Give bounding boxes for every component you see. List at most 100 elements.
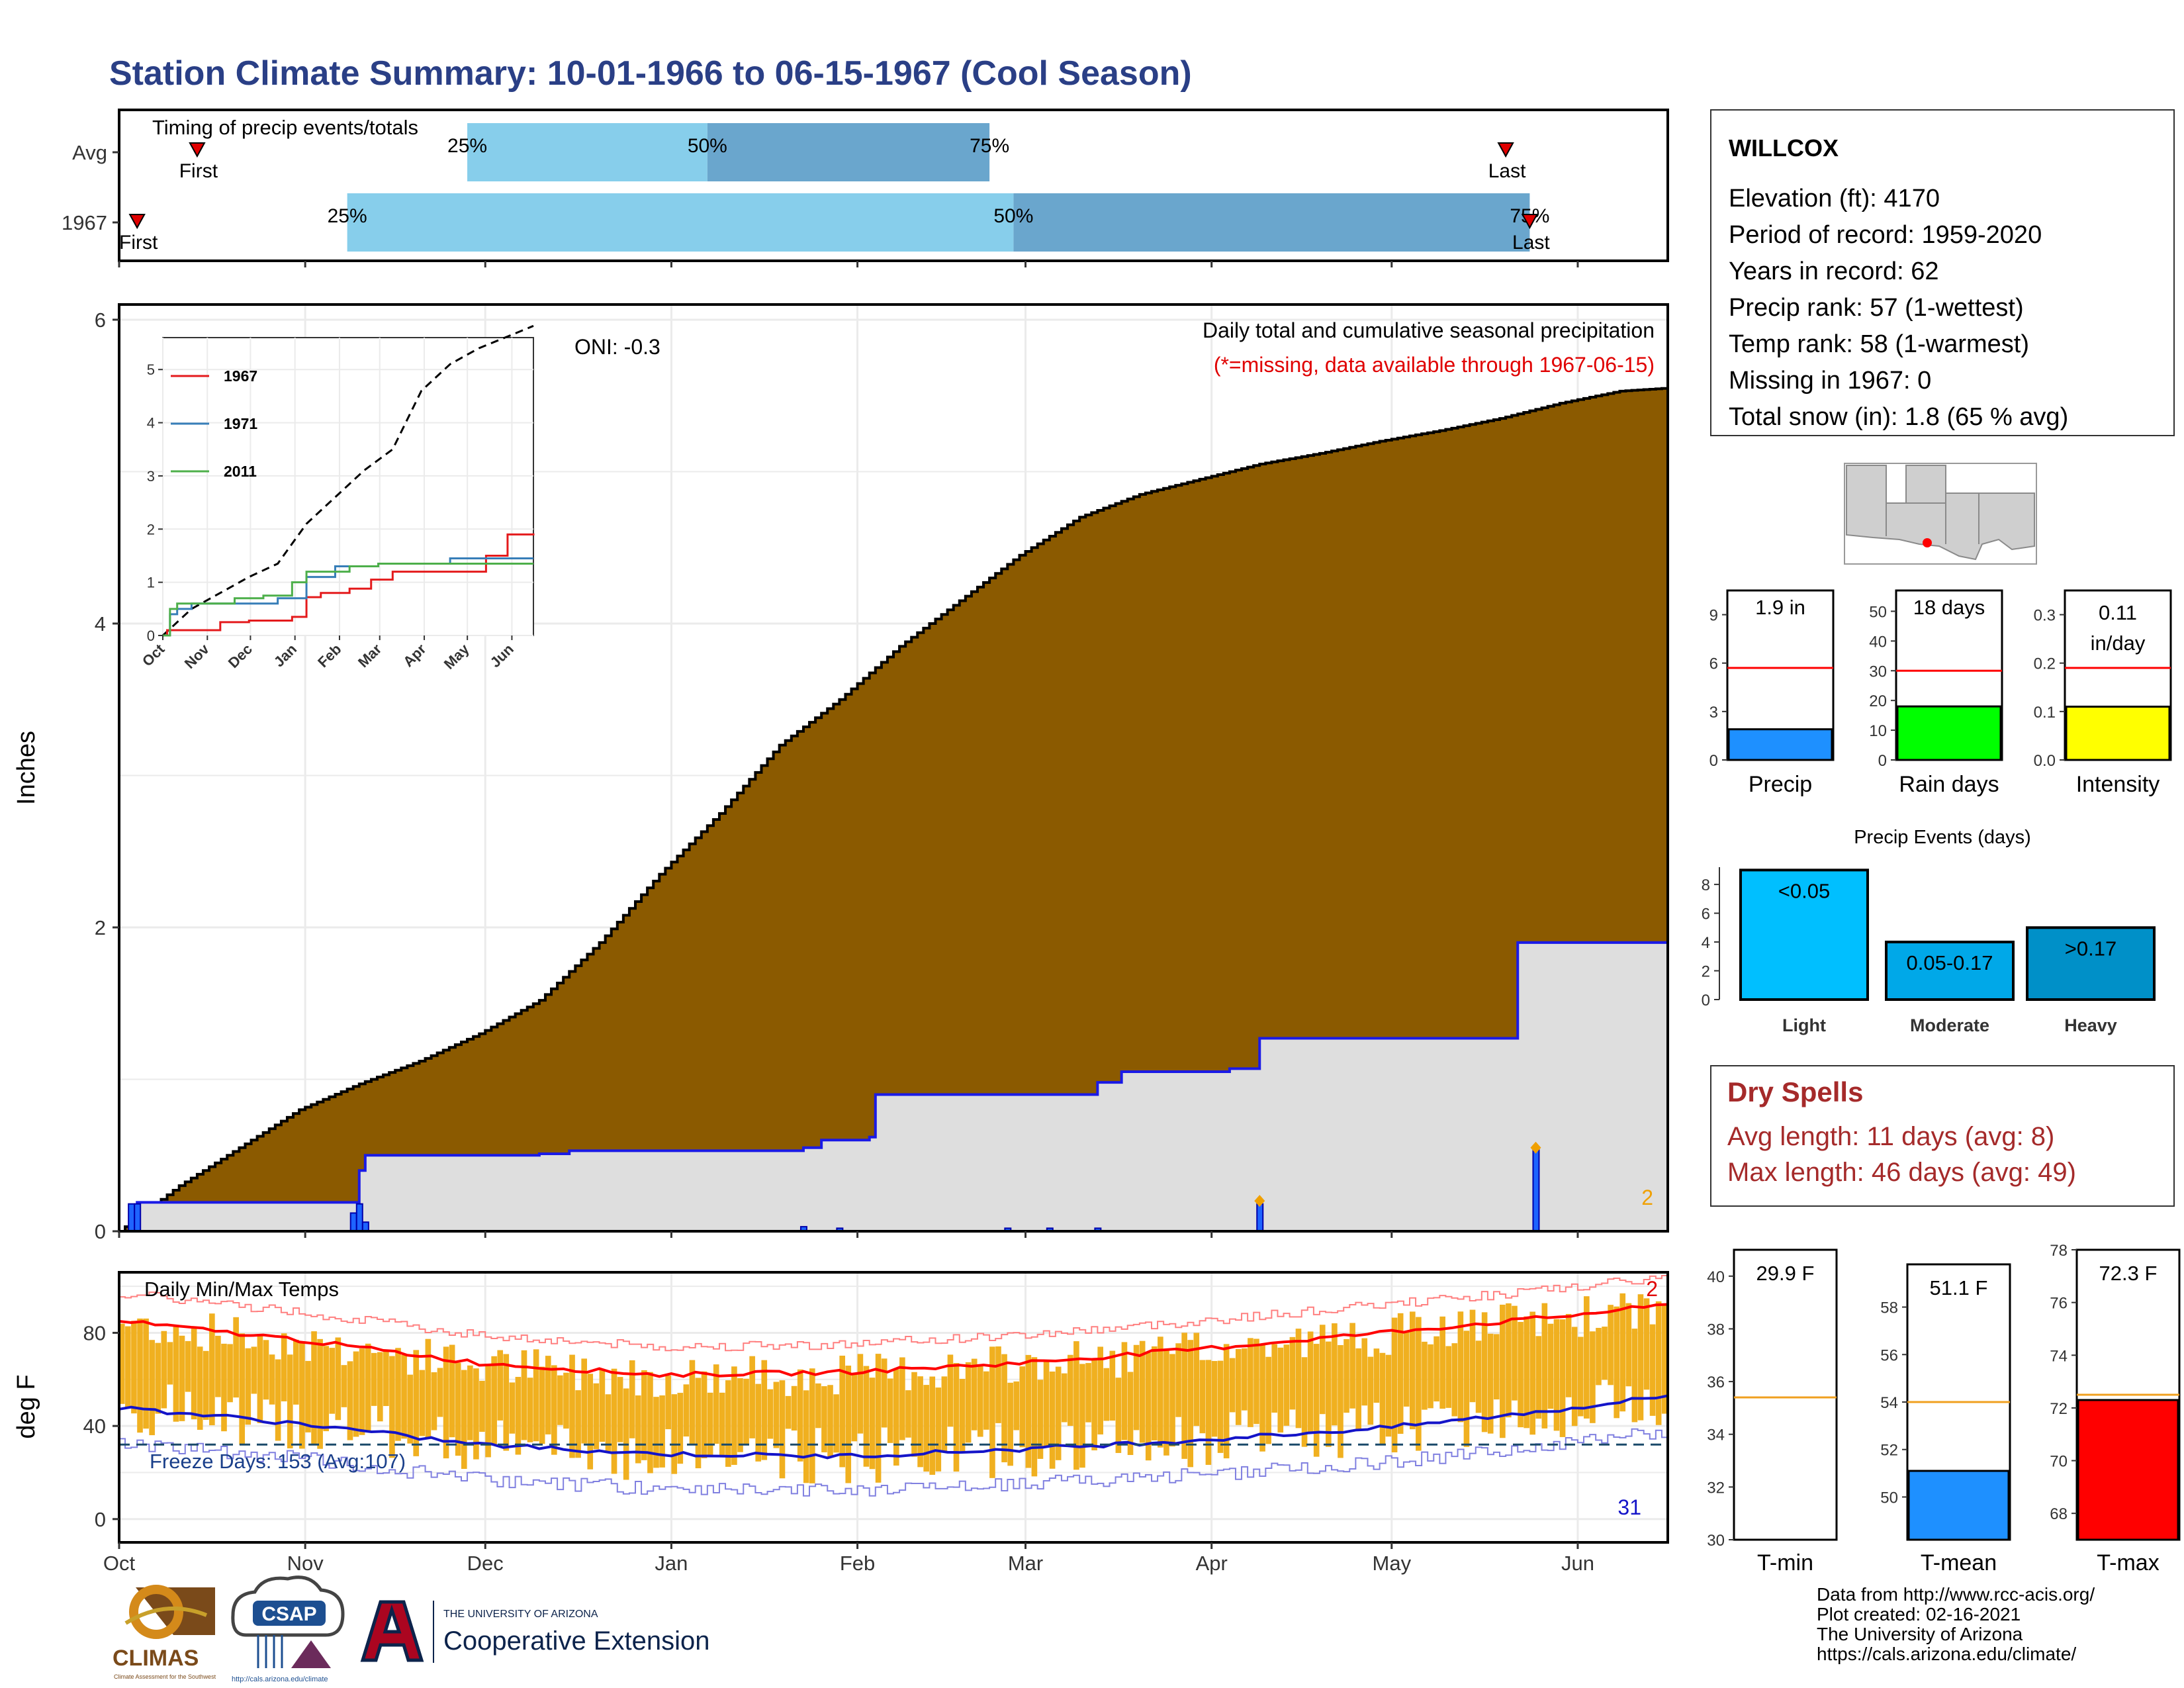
daily-temp-bar — [1422, 1341, 1428, 1410]
daily-temp-bar — [1518, 1321, 1524, 1428]
ua-a-icon — [360, 1600, 424, 1662]
daily-temp-bar — [419, 1370, 426, 1436]
temp-bar-value-label: 29.9 F — [1756, 1262, 1815, 1285]
daily-temp-bar — [737, 1378, 743, 1452]
daily-temp-bar — [725, 1380, 731, 1467]
daily-temp-bar — [1205, 1360, 1212, 1465]
daily-temp-bar — [971, 1358, 978, 1430]
temp-panel-frame — [118, 1271, 1669, 1544]
logos: CLIMAS Climate Assessment for the Southw… — [113, 1575, 709, 1683]
daily-temp-bar — [323, 1346, 329, 1432]
daily-temp-bar — [611, 1368, 617, 1474]
daily-temp-bar — [1277, 1347, 1284, 1433]
precip-y-tick-label: 4 — [95, 612, 106, 635]
daily-temp-bar — [1469, 1309, 1476, 1403]
daily-temp-bar — [1535, 1336, 1542, 1419]
temp-bar-tick-label: 54 — [1880, 1394, 1898, 1412]
daily-temp-bar — [473, 1368, 479, 1460]
credit-line-2: Plot created: 02-16-2021 — [1817, 1604, 2021, 1624]
daily-temp-bar — [665, 1376, 671, 1430]
daily-temp-bar — [1343, 1338, 1349, 1413]
daily-temp-bar — [197, 1346, 203, 1430]
daily-temp-bar — [1506, 1303, 1512, 1418]
temp-bar-t-max — [2077, 1399, 2179, 1541]
daily-temp-bar — [1061, 1373, 1068, 1423]
daily-temp-bar — [1565, 1313, 1572, 1397]
daily-temp-bar — [335, 1337, 341, 1421]
daily-temp-bar — [653, 1397, 659, 1468]
daily-temp-bar — [689, 1360, 696, 1445]
csap-badge — [253, 1601, 326, 1626]
temp-bar-category-label: T-min — [1757, 1550, 1813, 1575]
daily-temp-bar — [683, 1384, 690, 1437]
daily-temp-bar — [1169, 1354, 1175, 1447]
daily-temp-bar — [767, 1389, 774, 1439]
inset-y-tick-label: 4 — [147, 415, 155, 432]
daily-temp-bar — [623, 1388, 629, 1480]
daily-temp-bar — [1187, 1340, 1194, 1468]
ua-line-2: Cooperative Extension — [443, 1626, 709, 1656]
daily-temp-bar — [1614, 1306, 1619, 1419]
csap-mountain-icon — [291, 1640, 331, 1668]
daily-precip-bar — [134, 1203, 142, 1232]
precip-event-bar-label: <0.05 — [1778, 879, 1830, 902]
daily-temp-bar — [293, 1339, 299, 1405]
month-tick-label: Oct — [103, 1552, 136, 1575]
credit-line-1: Data from http://www.rcc-acis.org/ — [1817, 1584, 2095, 1605]
daily-temp-bar — [923, 1385, 929, 1472]
temp-bar-t-mean — [1907, 1470, 2010, 1541]
mini-bar-value-label: in/day — [2091, 632, 2146, 655]
missing-note: (*=missing, data available through 1967-… — [1214, 353, 1655, 377]
inset-series-1967 — [163, 533, 535, 637]
daily-temp-bar — [1475, 1340, 1482, 1413]
daily-temp-bar — [1397, 1313, 1404, 1434]
daily-temp-bar — [1439, 1316, 1445, 1409]
daily-temp-bar — [515, 1377, 522, 1455]
daily-temp-bar — [509, 1382, 516, 1434]
daily-temp-bar — [1410, 1311, 1416, 1430]
temp-y-axis: 0 40 80 — [83, 1321, 119, 1531]
daily-temp-bar — [893, 1369, 899, 1466]
daily-temp-bar — [581, 1358, 587, 1444]
observed-cumulative-area — [119, 939, 1669, 1233]
daily-temp-bar — [1355, 1348, 1361, 1430]
daily-temp-bar — [149, 1340, 155, 1436]
daily-temp-bar — [1271, 1344, 1278, 1413]
dry-spells-max: Max length: 46 days (avg: 49) — [1727, 1158, 2076, 1187]
daily-temp-bar — [371, 1352, 377, 1406]
daily-temp-bar — [161, 1331, 167, 1409]
station-info-line: Years in record: 62 — [1729, 258, 1939, 285]
month-tick-label: May — [1373, 1552, 1412, 1575]
daily-temp-bar — [329, 1348, 336, 1414]
timing-p50-label: 50% — [688, 135, 727, 157]
daily-temp-bar — [221, 1343, 227, 1432]
precip-events-tick-label: 0 — [1702, 992, 1710, 1009]
daily-temp-bar — [1265, 1356, 1271, 1444]
daily-temp-bar — [203, 1350, 209, 1420]
temp-bar-frame — [1733, 1248, 1838, 1541]
daily-temp-bar — [545, 1356, 551, 1434]
temp-bar-tick-label: 68 — [2050, 1505, 2068, 1523]
daily-temp-bar — [1043, 1361, 1050, 1448]
daily-temp-bar — [485, 1364, 491, 1458]
daily-temp-bar — [533, 1349, 539, 1442]
oni-label: ONI: -0.3 — [574, 335, 660, 359]
precip-area — [119, 387, 1669, 1233]
mini-bar-value-label: 1.9 in — [1755, 596, 1805, 619]
daily-temp-bar — [827, 1385, 833, 1458]
daily-temp-bar — [749, 1356, 755, 1438]
daily-temp-bar — [275, 1359, 281, 1441]
daily-precip-bar — [128, 1203, 136, 1232]
precip-events-tick-label: 8 — [1702, 876, 1710, 894]
daily-temp-bar — [1481, 1312, 1488, 1432]
dry-spells-title: Dry Spells — [1727, 1076, 1863, 1107]
daily-temp-bar — [167, 1342, 173, 1385]
timing-row-label: Avg — [72, 141, 107, 164]
timing-p25-label: 25% — [328, 205, 367, 227]
daily-temp-bar — [467, 1365, 473, 1440]
daily-temp-bar — [1068, 1354, 1073, 1426]
daily-temp-bar — [425, 1338, 432, 1438]
climas-sun-icon — [129, 1585, 183, 1639]
page-title: Station Climate Summary: 10-01-1966 to 0… — [109, 54, 1192, 93]
mini-bar-tick-label: 6 — [1709, 655, 1718, 673]
